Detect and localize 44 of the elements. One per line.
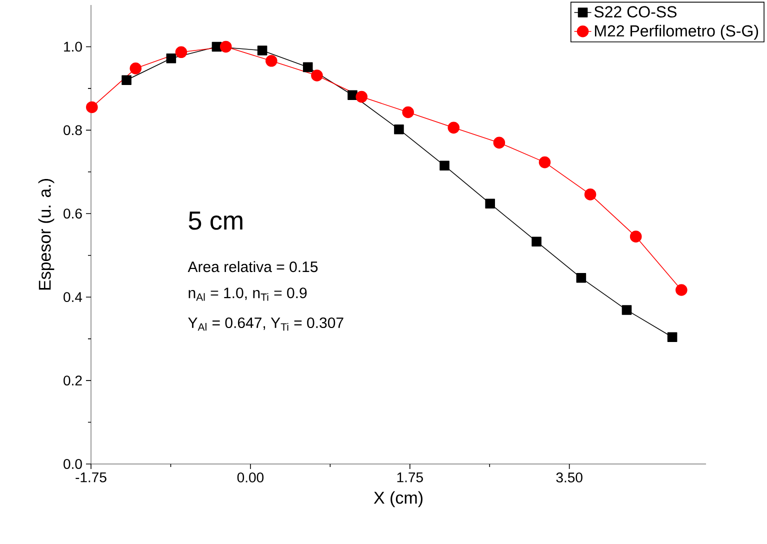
point — [584, 188, 596, 200]
point — [356, 90, 368, 103]
point — [440, 160, 450, 171]
annotation: Y$_{Al}$ = 0.647, Y$_{Ti}$ = 0.307 — [188, 317, 344, 331]
point — [538, 156, 551, 168]
point — [257, 46, 268, 56]
y-tick-label: 1.0 — [64, 42, 82, 52]
point — [485, 198, 495, 209]
point — [402, 106, 414, 118]
point — [576, 272, 586, 283]
point — [667, 332, 678, 342]
point — [311, 70, 323, 82]
x-tick-label: 0.00 — [237, 472, 264, 482]
y-tick-label: 0.4 — [64, 292, 82, 302]
point — [122, 75, 132, 86]
point — [175, 46, 188, 58]
point — [630, 230, 642, 242]
point — [130, 62, 142, 74]
y-axis-title: Espesor (u. a.) — [38, 179, 54, 290]
legend-label: S22 CO-SS — [594, 6, 677, 18]
point — [394, 124, 404, 134]
y-tick-label: 0.2 — [64, 376, 82, 386]
point — [622, 305, 632, 315]
annotation: n$_{Al}$ = 1.0, n$_{Ti}$ = 0.9 — [188, 288, 307, 301]
point — [532, 236, 542, 246]
point — [166, 54, 176, 64]
x-axis-title: X (cm) — [374, 491, 422, 508]
point — [676, 284, 688, 296]
y-tick-label: 0.0 — [64, 459, 82, 469]
y-tick-label: 0.6 — [64, 208, 82, 219]
annotation: Area relativa = 0.15 — [188, 261, 318, 272]
x-tick-label: 3.50 — [556, 472, 582, 482]
y-tick-label: 0.8 — [64, 125, 82, 136]
point — [302, 62, 313, 72]
point — [220, 40, 232, 53]
legend-label: M22 Perfilometro (S-G) — [594, 24, 758, 40]
point — [348, 90, 358, 100]
x-tick-label: -1.75 — [76, 472, 106, 482]
x-tick-label: 1.75 — [397, 472, 423, 482]
point — [266, 55, 278, 67]
point — [493, 136, 506, 149]
annotation: 5 cm — [188, 212, 242, 230]
point — [448, 122, 460, 134]
point — [86, 101, 98, 114]
